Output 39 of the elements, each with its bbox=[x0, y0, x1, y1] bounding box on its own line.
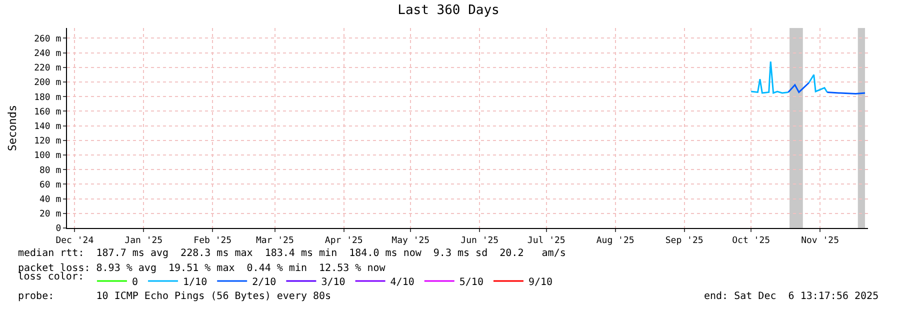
x-tick-label: Oct '25 bbox=[732, 236, 770, 246]
legend-label: 9/10 bbox=[528, 276, 553, 288]
y-axis-title: Seconds bbox=[6, 104, 19, 152]
legend-label: 4/10 bbox=[390, 276, 414, 288]
y-tick-label: 20 m bbox=[40, 210, 62, 220]
x-tick-label: Apr '25 bbox=[324, 236, 363, 246]
chart-title: Last 360 Days bbox=[398, 2, 500, 18]
y-tick-label: 260 m bbox=[34, 34, 62, 44]
x-tick-label: Dec '24 bbox=[56, 236, 94, 246]
legend-label: 2/10 bbox=[252, 276, 276, 288]
x-tick-label: Jul '25 bbox=[527, 236, 566, 246]
y-tick-label: 80 m bbox=[40, 166, 62, 176]
legend-label: 0 bbox=[132, 276, 138, 288]
x-tick-label: Nov '25 bbox=[801, 236, 840, 246]
x-tick-label: May '25 bbox=[392, 236, 430, 246]
y-tick-label: 220 m bbox=[34, 64, 62, 74]
x-tick-label: Aug '25 bbox=[596, 236, 634, 246]
x-tick-label: Feb '25 bbox=[194, 236, 232, 246]
y-tick-label: 160 m bbox=[34, 107, 62, 118]
y-tick-label: 240 m bbox=[34, 48, 62, 59]
text: probe: 10 ICMP Echo Pings (56 Bytes) every 80s bbox=[18, 291, 332, 302]
y-tick-label: 140 m bbox=[34, 122, 62, 132]
y-tick-label: 120 m bbox=[34, 136, 62, 147]
y-tick-label: 60 m bbox=[40, 180, 62, 190]
y-tick-label: 40 m bbox=[40, 194, 62, 205]
y-tick-label: 200 m bbox=[34, 78, 62, 88]
y-tick-label: 100 m bbox=[34, 151, 62, 162]
x-tick-label: Jan '25 bbox=[124, 236, 163, 246]
x-tick-label: Mar '25 bbox=[256, 236, 294, 246]
legend-label: 5/10 bbox=[459, 276, 484, 288]
y-tick-label: 0 bbox=[56, 224, 62, 234]
legend-title: loss color: bbox=[18, 272, 84, 282]
y-tick-label: 180 m bbox=[34, 92, 62, 103]
x-tick-label: Jun '25 bbox=[460, 236, 499, 246]
legend-label: 1/10 bbox=[183, 276, 208, 288]
x-tick-label: Sep '25 bbox=[665, 236, 704, 246]
text: end: Sat Dec 6 13:17:56 2025 bbox=[704, 291, 879, 302]
text: median rtt: 187.7 ms avg 228.3 ms max 183.4 ms min 184.0 ms now 9.3 ms sd 20.2 am/s bbox=[18, 248, 566, 259]
legend-label: 3/10 bbox=[321, 276, 346, 288]
